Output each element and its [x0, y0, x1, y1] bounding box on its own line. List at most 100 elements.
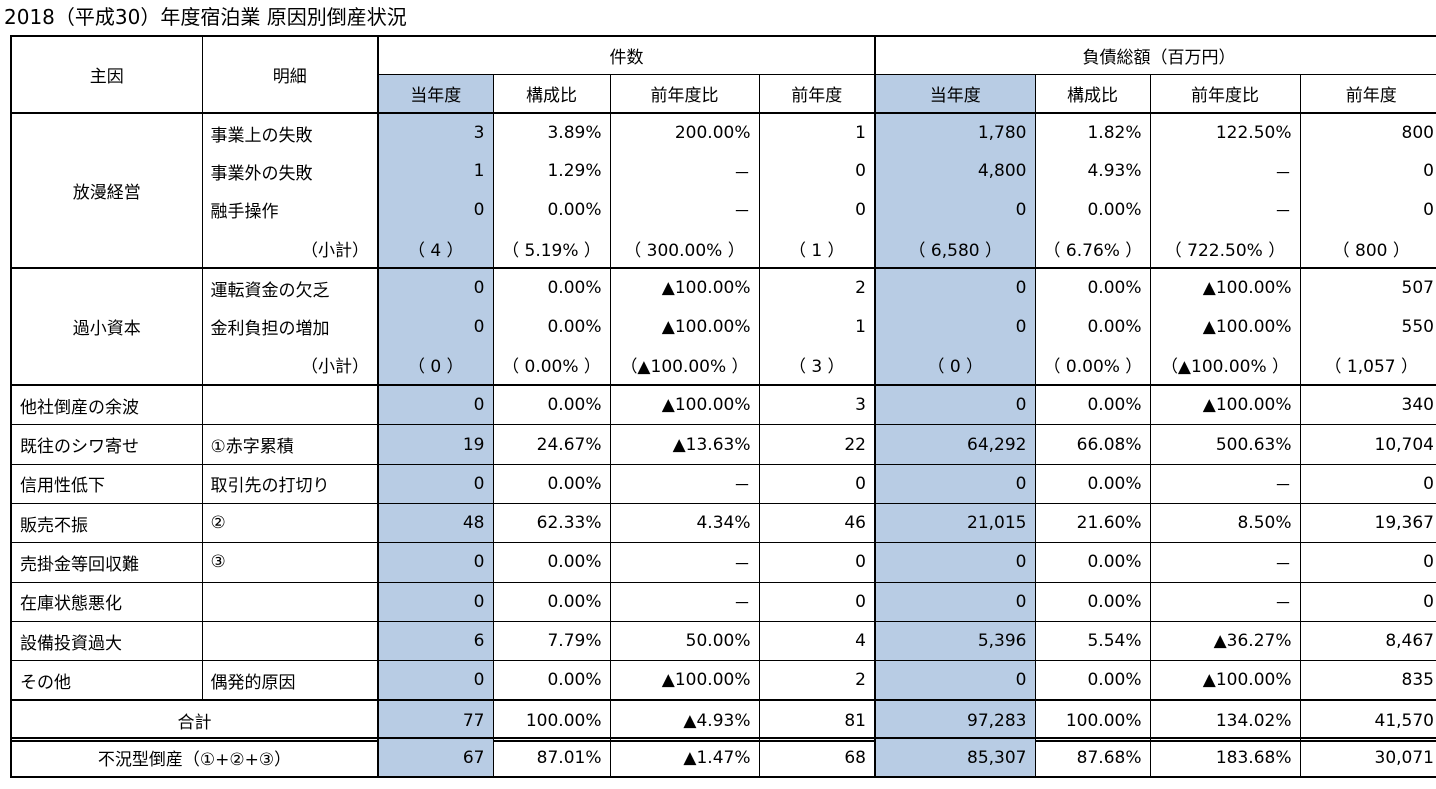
page-title: 2018（平成30）年度宿泊業 原因別倒産状況 — [4, 5, 407, 29]
value-cell: ▲100.00% — [1150, 307, 1301, 346]
value-cell: 77 — [378, 699, 494, 741]
value-cell: （▲100.00% ） — [1150, 345, 1301, 387]
header-count-group: 件数 — [378, 36, 876, 75]
cause-cell: 信用性低下 — [11, 463, 203, 504]
cause-cell: 放漫経営 — [11, 113, 203, 270]
cause-cell: 既往のシワ寄せ — [11, 424, 203, 465]
value-cell: （ 0 ） — [875, 345, 1036, 387]
value-cell: 0.00% — [493, 385, 611, 425]
value-cell: 0.00% — [1035, 542, 1151, 583]
value-cell: 3 — [759, 385, 876, 425]
value-cell: ▲100.00% — [610, 385, 760, 425]
value-cell: 87.01% — [493, 738, 611, 777]
value-cell: － — [1150, 463, 1301, 504]
value-cell: － — [1150, 190, 1301, 229]
table-row: 放漫経営 事業上の失敗 3 3.89% 200.00% 1 1,780 1.82% 122.50… — [11, 113, 1436, 270]
value-cell: 500.63% — [1150, 424, 1301, 465]
detail-cell: 金利負担の増加 — [202, 307, 379, 346]
detail-cell: ①赤字累積 — [202, 424, 379, 465]
value-cell: 6 — [378, 620, 494, 661]
detail-cell: 偶発的原因 — [202, 660, 379, 701]
value-cell: － — [1150, 152, 1301, 191]
table-row: 金利負担の増加 0 0.00% ▲100.00% 1 0 0.00% ▲100.00% 550 — [11, 307, 1436, 346]
value-cell: 87.68% — [1035, 738, 1151, 777]
value-cell: 0 — [378, 542, 494, 583]
subheader-cell: 構成比 — [493, 74, 611, 114]
value-cell: 0 — [1423, 199, 1434, 220]
value-cell: 1 — [378, 152, 494, 191]
value-cell: ▲100.00% — [610, 307, 760, 346]
value-cell: 48 — [378, 502, 494, 543]
value-cell: （ 0 ） — [378, 345, 494, 387]
value-cell: 22 — [759, 424, 876, 465]
bankruptcy-cause-table: 主因 明細 件数 負債総額（百万円） 当年度 構成比 前年度比 前年度 当年度 構成比 前年度比 前年… — [10, 35, 1436, 742]
value-cell: ▲13.63% — [610, 424, 760, 465]
value-cell: 4.34% — [610, 502, 760, 543]
recession-type-row: 不況型倒産（①+②+③） 67 87.01% ▲1.47% 68 85,307 87.68%… — [11, 738, 1436, 777]
value-cell: 3.89% — [493, 113, 611, 153]
value-cell: 0 — [378, 190, 494, 229]
value-cell: 0 — [1300, 542, 1436, 583]
value-cell: 100.00% — [493, 699, 611, 741]
value-cell: 0 — [875, 385, 1036, 425]
value-cell: （ 3 ） — [759, 345, 876, 387]
value-cell: 21,015 — [875, 502, 1036, 543]
value-cell: 24.67% — [493, 424, 611, 465]
total-row: 合計 77 100.00% ▲4.93% 81 97,283 100.00% 134.02% 4… — [11, 699, 1436, 741]
value-cell: 19 — [378, 424, 494, 465]
value-cell: 183.68% — [1150, 738, 1301, 777]
value-cell: 0 — [759, 190, 876, 229]
table-row: 既往のシワ寄せ ①赤字累積 19 24.67% ▲13.63% 22 64,292 66.08… — [11, 424, 1436, 465]
value-cell: 1,780 — [875, 113, 1036, 153]
value-cell: － — [610, 463, 760, 504]
cause-cell: 売掛金等回収難 — [11, 542, 203, 583]
value-cell: 8.50% — [1150, 502, 1301, 543]
cause-cell: 在庫状態悪化 — [11, 581, 203, 622]
value-cell: 19,367 — [1300, 502, 1436, 543]
value-cell: 0 — [378, 660, 494, 701]
table-row: 事業外の失敗 1 1.29% － 0 4,800 4.93% － 0 — [11, 152, 1436, 191]
subtotal-label: （小計） — [202, 345, 379, 387]
value-cell: 4.93% — [1035, 152, 1151, 191]
value-cell: （ 1,057 ） — [1300, 345, 1436, 387]
total-label: 合計 — [11, 699, 379, 741]
recession-type-table: 不況型倒産（①+②+③） 67 87.01% ▲1.47% 68 85,307 87.68%… — [10, 737, 1436, 778]
value-cell: － — [610, 542, 760, 583]
value-cell: 50.00% — [610, 620, 760, 661]
value-cell: 0.00% — [493, 307, 611, 346]
value-cell: 200.00% — [610, 113, 760, 153]
table-row: 他社倒産の余波 0 0.00% ▲100.00% 3 0 0.00% ▲100.00% 340 — [11, 385, 1436, 425]
header-debt-group: 負債総額（百万円） — [875, 36, 1436, 75]
value-cell: ▲4.93% — [610, 699, 760, 741]
value-cell: 0 — [378, 385, 494, 425]
value-cell: 1 — [759, 307, 876, 346]
cause-cell: 設備投資過大 — [11, 620, 203, 661]
table-row: 設備投資過大 6 7.79% 50.00% 4 5,396 5.54% ▲36.27% 8,46… — [11, 620, 1436, 661]
detail-cell — [202, 620, 379, 661]
table-row: 在庫状態悪化 0 0.00% － 0 0 0.00% － 0 — [11, 581, 1436, 622]
value-cell: （ 5.19% ） — [493, 228, 611, 270]
value-cell: 0.00% — [493, 660, 611, 701]
header-detail: 明細 — [202, 36, 379, 114]
value-cell: 100.00% — [1035, 699, 1151, 741]
subtotal-label: （小計） — [202, 228, 379, 270]
header-main-cause: 主因 — [11, 36, 203, 114]
subtotal-row: （小計）（ 0 ）（ 0.00% ）（▲100.00% ）（ 3 ）（ 0 ）（… — [11, 345, 1436, 387]
value-cell: 85,307 — [875, 738, 1036, 777]
value-cell: 0.00% — [493, 581, 611, 622]
value-cell: 41,570 — [1300, 699, 1436, 741]
value-cell: 0.00% — [1035, 463, 1151, 504]
value-cell: （ 722.50% ） — [1150, 228, 1301, 270]
value-cell: 46 — [759, 502, 876, 543]
value-cell: 340 — [1401, 395, 1434, 416]
value-cell: 1.29% — [493, 152, 611, 191]
value-cell: （ 1 ） — [759, 228, 876, 270]
value-cell: （ 300.00% ） — [610, 228, 760, 270]
detail-cell — [202, 385, 379, 425]
detail-cell — [202, 581, 379, 622]
value-cell: （ 0.00% ） — [493, 345, 611, 387]
value-cell: 0 — [378, 463, 494, 504]
subheader-cell: 当年度 — [378, 74, 494, 114]
value-cell: 2 — [759, 660, 876, 701]
value-cell: 21.60% — [1035, 502, 1151, 543]
